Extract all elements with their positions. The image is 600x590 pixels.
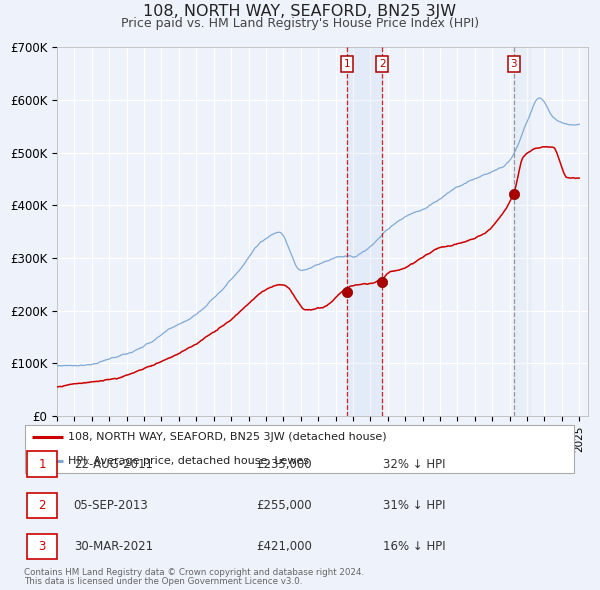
Text: £235,000: £235,000 [256, 457, 311, 471]
Point [509, 189, 519, 199]
Text: 16% ↓ HPI: 16% ↓ HPI [383, 540, 445, 553]
FancyBboxPatch shape [25, 425, 574, 473]
Text: 2: 2 [379, 59, 385, 69]
Text: HPI: Average price, detached house, Lewes: HPI: Average price, detached house, Lewe… [68, 456, 309, 466]
Text: 30-MAR-2021: 30-MAR-2021 [74, 540, 153, 553]
Text: 2: 2 [38, 499, 46, 512]
Text: 1: 1 [343, 59, 350, 69]
Text: 108, NORTH WAY, SEAFORD, BN25 3JW (detached house): 108, NORTH WAY, SEAFORD, BN25 3JW (detac… [68, 432, 387, 442]
Bar [514, 47, 530, 416]
Text: This data is licensed under the Open Government Licence v3.0.: This data is licensed under the Open Gov… [24, 577, 302, 586]
FancyBboxPatch shape [27, 534, 57, 559]
Point [377, 277, 387, 286]
FancyBboxPatch shape [27, 493, 57, 518]
Text: £421,000: £421,000 [256, 540, 312, 553]
FancyBboxPatch shape [27, 451, 57, 477]
Text: 31% ↓ HPI: 31% ↓ HPI [383, 499, 445, 512]
Text: 32% ↓ HPI: 32% ↓ HPI [383, 457, 445, 471]
Text: 05-SEP-2013: 05-SEP-2013 [74, 499, 148, 512]
Text: £255,000: £255,000 [256, 499, 311, 512]
Text: 3: 3 [38, 540, 46, 553]
Bar [347, 47, 382, 416]
Text: 22-AUG-2011: 22-AUG-2011 [74, 457, 152, 471]
Text: Price paid vs. HM Land Registry's House Price Index (HPI): Price paid vs. HM Land Registry's House … [121, 17, 479, 30]
Text: 108, NORTH WAY, SEAFORD, BN25 3JW: 108, NORTH WAY, SEAFORD, BN25 3JW [143, 4, 457, 19]
Text: 1: 1 [38, 457, 46, 471]
Text: Contains HM Land Registry data © Crown copyright and database right 2024.: Contains HM Land Registry data © Crown c… [24, 568, 364, 576]
Point [342, 287, 352, 297]
Text: 3: 3 [511, 59, 517, 69]
